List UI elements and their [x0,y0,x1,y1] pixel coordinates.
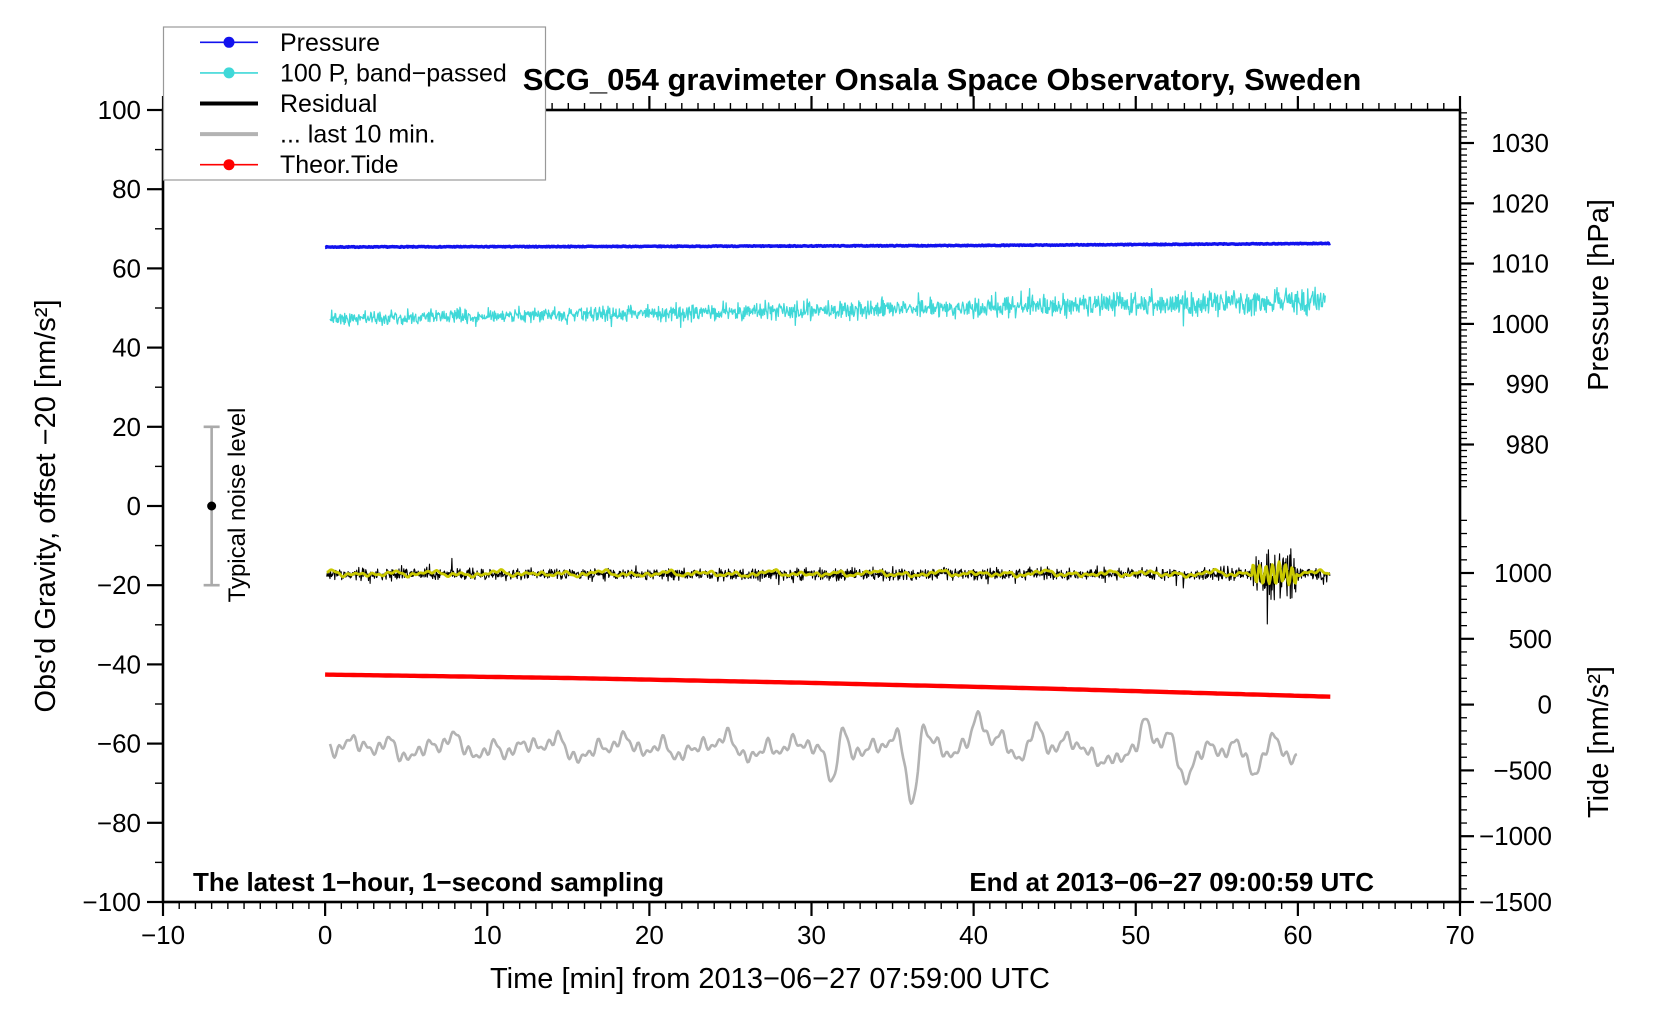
series-gravity [326,560,1331,587]
svg-text:40: 40 [959,920,988,950]
svg-text:−80: −80 [97,808,141,838]
series-tide [325,672,1331,699]
svg-text:1000: 1000 [1491,309,1549,339]
tide-axis-title: Tide [nm/s²] [1583,666,1615,818]
svg-text:20: 20 [112,412,141,442]
svg-text:990: 990 [1506,369,1549,399]
series-gravity [328,710,1298,805]
svg-text:−20: −20 [97,570,141,600]
svg-text:100: 100 [98,95,141,125]
svg-text:1000: 1000 [1494,558,1552,588]
svg-text:0: 0 [127,491,141,521]
series-gravity [326,548,1331,625]
x-axis-title: Time [min] from 2013−06−27 07:59:00 UTC [490,963,1050,995]
svg-text:−10: −10 [141,920,185,950]
svg-text:500: 500 [1509,624,1552,654]
svg-text:980: 980 [1506,430,1549,460]
pressure-axis-title: Pressure [hPa] [1583,199,1615,391]
svg-text:1030: 1030 [1491,128,1549,158]
noise-level-label: Typical noise level [224,408,251,603]
axis-tick-labels: −10 0 10 20 30 40 50 60 70100806040200−20−40−60−… [82,95,1552,950]
svg-text:10: 10 [473,920,502,950]
svg-text:50: 50 [1121,920,1150,950]
svg-text:70: 70 [1446,920,1475,950]
svg-text:−100: −100 [82,887,141,917]
plot-frame [161,108,1462,904]
svg-text:40: 40 [112,333,141,363]
svg-text:−500: −500 [1493,755,1552,785]
svg-text:0: 0 [1538,690,1552,720]
y-left-axis-title: Obs'd Gravity, offset −20 [nm/s²] [30,299,62,712]
annotation-sampling: The latest 1−hour, 1−second sampling [193,867,664,897]
axis-ticks [147,96,1474,916]
svg-text:30: 30 [797,920,826,950]
page-title: SCG_054 gravimeter Onsala Space Observat… [523,62,1362,97]
svg-text:80: 80 [112,174,141,204]
svg-text:−1000: −1000 [1479,821,1552,851]
legend-label: Theor.Tide [280,151,399,179]
svg-text:0: 0 [318,920,332,950]
data-series [324,241,1332,805]
svg-text:−40: −40 [97,649,141,679]
series-pressure [324,241,1332,250]
svg-text:60: 60 [1283,920,1312,950]
legend-label: Residual [280,90,377,118]
legend-label: 100 P, band−passed [280,59,507,87]
annotation-end: End at 2013−06−27 09:00:59 UTC [969,867,1374,897]
legend-label: Pressure [280,29,380,57]
svg-text:1020: 1020 [1491,188,1549,218]
svg-text:60: 60 [112,253,141,283]
series-gravity [329,286,1326,328]
svg-text:1010: 1010 [1491,249,1549,279]
legend-label: ... last 10 min. [280,121,436,149]
svg-text:20: 20 [635,920,664,950]
noise-level-indicator [203,425,220,587]
svg-text:−1500: −1500 [1479,887,1552,917]
svg-text:−60: −60 [97,729,141,759]
